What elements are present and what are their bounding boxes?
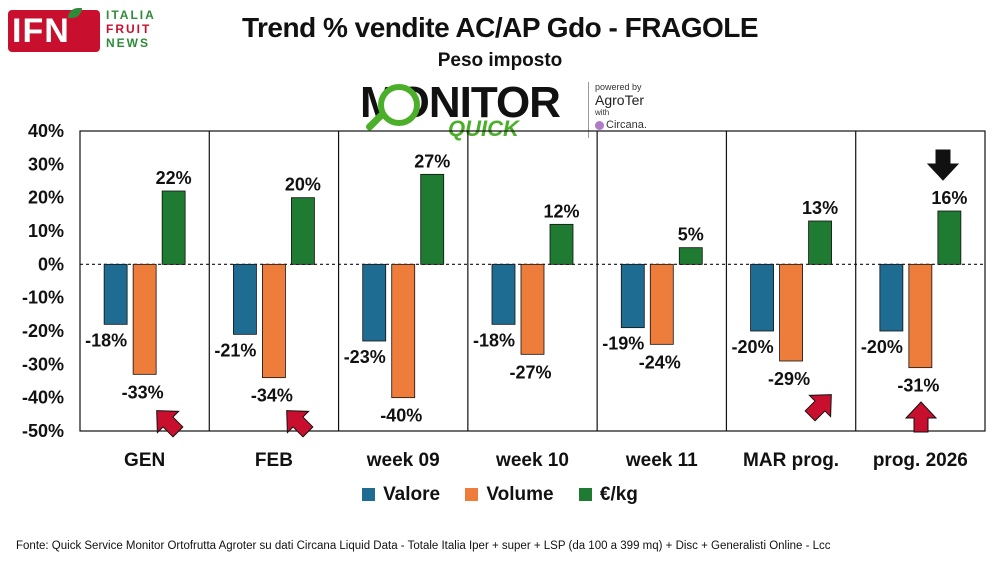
powered-by-block: powered by AgroTer with Circana.	[588, 82, 685, 138]
annotation-arrow-icon	[904, 401, 938, 433]
annotation-arrow-icon	[286, 410, 314, 438]
ifn-logo-text: IFN	[12, 12, 70, 50]
legend-item-volume: Volume	[465, 484, 554, 506]
leaf-icon	[68, 8, 82, 18]
chart-legend: Valore Volume €/kg	[0, 484, 1000, 506]
bar-valore	[233, 263, 257, 335]
y-tick-label: 0%	[38, 254, 64, 274]
data-label-volume: -27%	[509, 362, 551, 382]
legend-label-eurokg: €/kg	[599, 484, 638, 505]
agroter-logo: AgroTer	[595, 92, 645, 108]
magnifier-icon	[378, 84, 420, 126]
y-tick-label: -50%	[22, 421, 64, 441]
bar-eurokg	[678, 247, 703, 265]
data-label-volume: -33%	[122, 382, 164, 402]
data-label-eurokg: 5%	[678, 225, 704, 245]
bar-valore	[103, 263, 128, 325]
bar-volume	[262, 263, 286, 379]
legend-label-valore: Valore	[383, 484, 441, 505]
bar-eurokg	[291, 197, 315, 265]
y-tick-label: -20%	[22, 321, 64, 341]
ifn-logo-words: ITALIA FRUIT NEWS	[106, 8, 156, 50]
legend-item-valore: Valore	[362, 484, 440, 506]
source-footer: Fonte: Quick Service Monitor Ortofrutta …	[16, 540, 831, 552]
data-label-volume: -29%	[768, 369, 810, 389]
data-label-volume: -40%	[380, 406, 422, 426]
data-label-eurokg: 27%	[414, 151, 450, 171]
with-label: with	[595, 108, 610, 117]
chart-title: Trend % vendite AC/AP Gdo - FRAGOLE	[241, 12, 759, 43]
data-label-eurokg: 22%	[156, 168, 192, 188]
plot-frame	[79, 130, 986, 432]
annotation-arrow-icon	[156, 410, 184, 438]
category-label: FEB	[255, 450, 293, 471]
category-label: week 11	[625, 450, 698, 471]
data-label-valore: -18%	[85, 330, 127, 350]
y-tick-label: 40%	[28, 121, 64, 141]
legend-swatch-volume	[465, 488, 479, 501]
bar-eurokg	[420, 173, 445, 265]
bar-volume	[649, 263, 674, 345]
data-label-valore: -21%	[214, 340, 256, 360]
category-label: week 09	[366, 450, 440, 471]
monitor-logo-quick: QUICK	[448, 116, 519, 141]
data-label-valore: -23%	[344, 347, 386, 367]
legend-swatch-valore	[362, 488, 376, 501]
data-label-valore: -20%	[732, 337, 774, 357]
bar-volume	[391, 263, 416, 399]
ifn-logo: IFN ITALIA FRUIT NEWS	[8, 6, 168, 56]
y-tick-label: -40%	[22, 388, 64, 408]
bar-chart: -50% -40% -30% -20% -10% 0% 10% 20% 30% 40% GEN -18…	[22, 121, 986, 471]
data-label-eurokg: 13%	[802, 198, 838, 218]
data-label-volume: -24%	[639, 352, 681, 372]
bar-eurokg	[937, 210, 962, 265]
chart-subtitle: Peso imposto	[437, 50, 563, 71]
ifn-logo-line1: ITALIA	[106, 8, 156, 22]
category-label: GEN	[124, 450, 165, 471]
data-label-eurokg: 20%	[285, 175, 321, 195]
bar-volume	[779, 263, 803, 362]
category-label: MAR prog.	[743, 450, 839, 471]
data-label-valore: -19%	[602, 334, 644, 354]
annotation-arrow-icon	[804, 394, 832, 422]
y-tick-label: 10%	[28, 221, 64, 241]
monitor-quick-logo: MONITOR QUICK	[360, 78, 590, 141]
legend-item-eurokg: €/kg	[578, 484, 638, 506]
bar-valore	[491, 263, 516, 325]
data-label-valore: -20%	[861, 337, 903, 357]
legend-swatch-eurokg	[578, 488, 592, 501]
bar-eurokg	[549, 223, 574, 265]
category-label: week 10	[495, 450, 569, 471]
data-label-eurokg: 16%	[931, 188, 967, 208]
bar-valore	[879, 263, 904, 332]
y-tick-label: -30%	[22, 354, 64, 374]
data-label-valore: -18%	[473, 330, 515, 350]
bar-volume	[132, 263, 157, 375]
ifn-logo-line3: NEWS	[106, 36, 150, 50]
data-label-eurokg: 12%	[543, 201, 579, 221]
annotation-arrow-icon	[926, 149, 960, 181]
y-tick-label: -10%	[22, 288, 64, 308]
data-label-volume: -31%	[897, 376, 939, 396]
bar-valore	[750, 263, 774, 332]
bar-eurokg	[808, 220, 832, 265]
bar-volume	[908, 263, 933, 369]
ifn-logo-line2: FRUIT	[106, 22, 152, 36]
legend-label-volume: Volume	[486, 484, 554, 505]
data-label-volume: -34%	[251, 386, 293, 406]
y-tick-label: 20%	[28, 188, 64, 208]
bar-volume	[520, 263, 545, 355]
bar-eurokg	[161, 190, 186, 265]
bar-valore	[362, 263, 387, 342]
circana-logo: Circana.	[595, 118, 685, 132]
category-label: prog. 2026	[873, 450, 968, 471]
powered-by-label: powered by	[595, 82, 642, 92]
ifn-logo-box: IFN	[8, 8, 100, 52]
circana-icon	[595, 120, 604, 130]
y-tick-label: 30%	[28, 154, 64, 174]
bar-valore	[620, 263, 645, 329]
circana-text: Circana.	[606, 119, 647, 131]
